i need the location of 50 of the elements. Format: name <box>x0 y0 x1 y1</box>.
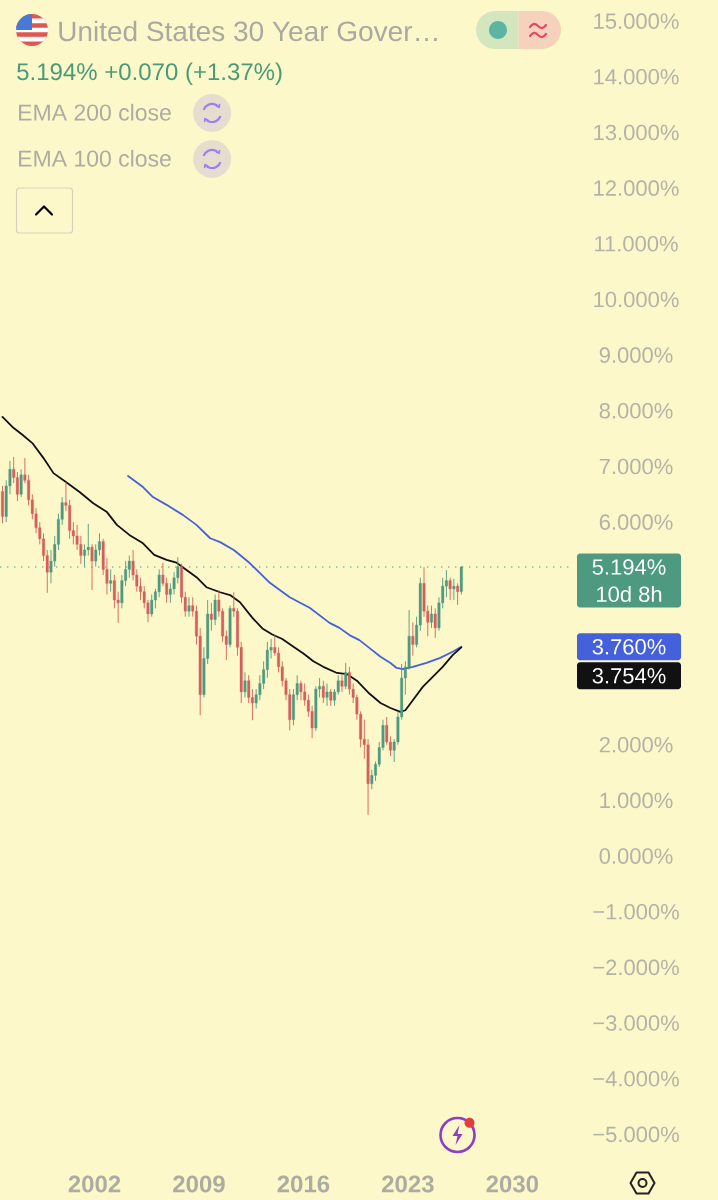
candlestick <box>209 602 213 632</box>
y-tick-label: −3.000% <box>593 1015 679 1031</box>
y-tick-label: 10.000% <box>594 291 679 308</box>
y-tick-label: −5.000% <box>593 1126 679 1143</box>
y-tick-label: −2.000% <box>593 959 679 976</box>
y-tick-label: 0.000% <box>599 848 673 864</box>
candlestick <box>321 680 325 704</box>
annotation: EMA 200 close <box>19 103 171 121</box>
y-tick-label: 1.000% <box>600 792 673 809</box>
candlestick <box>340 674 344 693</box>
y-tick-label: 13.000% <box>594 124 679 141</box>
y-tick-label: 8.000% <box>599 402 673 419</box>
ref-line-label: 5.194% <box>592 559 666 575</box>
candlestick <box>448 577 452 601</box>
y-tick-label: −4.000% <box>593 1070 679 1087</box>
y-tick-label: 14.000% <box>594 69 679 85</box>
x-tick-label: 2023 <box>382 1175 434 1193</box>
text: 10d 8h <box>597 585 662 603</box>
candlestick <box>19 468 23 498</box>
y-tick-label: 12.000% <box>594 180 679 196</box>
x-tick-label: 2016 <box>277 1175 330 1193</box>
candlestick <box>109 568 113 593</box>
candlestick <box>456 582 460 606</box>
y-tick-label: 9.000% <box>599 347 673 363</box>
line-series <box>1 416 463 713</box>
y-tick-label: 7.000% <box>599 458 673 475</box>
y-tick-label: 11.000% <box>595 235 678 252</box>
candlestick <box>213 594 217 626</box>
x-tick-label: 2002 <box>68 1175 121 1193</box>
x-tick-label: 2009 <box>173 1175 225 1193</box>
text: United States 30 Year Gover… <box>59 20 437 42</box>
y-tick-label: 6.000% <box>599 514 673 530</box>
text: 5.194% +0.070 (+1.37%) <box>17 62 282 85</box>
candlestick <box>411 621 415 657</box>
y-tick-label: −1.000% <box>593 903 679 920</box>
candlestick <box>187 596 191 618</box>
candlestick <box>90 543 94 591</box>
candlestick <box>243 671 247 698</box>
candlestick <box>348 666 351 696</box>
candlestick <box>452 578 456 601</box>
x-tick-label: 2030 <box>486 1175 539 1193</box>
candlestick <box>344 662 348 690</box>
y-tick-label: 2.000% <box>599 736 673 753</box>
text: 3.754% <box>592 668 666 684</box>
y-tick-label: 15.000% <box>594 13 679 29</box>
candlestick <box>325 683 329 707</box>
candlestick <box>430 605 433 629</box>
candlestick <box>139 577 142 601</box>
annotation: EMA 100 close <box>19 149 171 167</box>
text: 3.760% <box>592 639 666 655</box>
